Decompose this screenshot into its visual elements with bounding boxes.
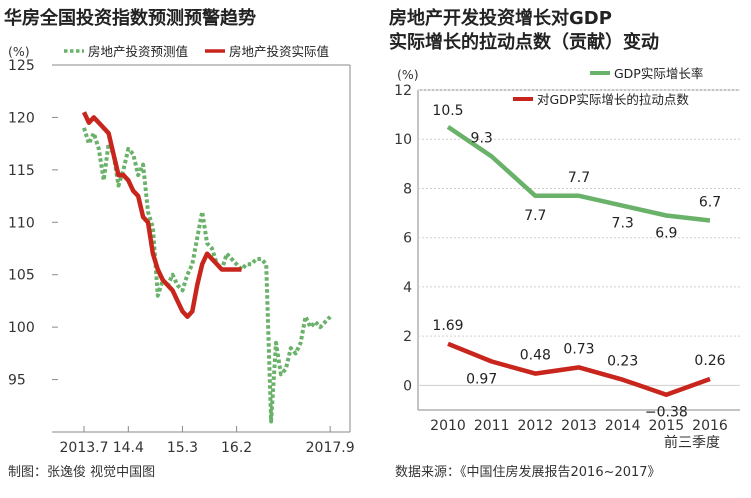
right-y-tick-label: 2: [403, 329, 412, 345]
right-contribution-data-label: 0.23: [607, 354, 638, 370]
right-x-tick-label: 2013: [561, 418, 597, 434]
left-chart-title: 华房全国投资指数预测预警趋势: [4, 7, 256, 29]
right-gdp-data-label: 7.3: [612, 216, 634, 232]
left-y-ticks: 95 100 105 110 115 120 125: [8, 58, 58, 389]
left-y-tick-label: 110: [8, 215, 35, 231]
right-legend: GDP实际增长率 对GDP实际增长的拉动点数: [513, 66, 703, 107]
right-x-tick-label: 2012: [518, 418, 554, 434]
right-contribution-data-label: 0.26: [694, 353, 725, 369]
left-y-tick-label: 95: [8, 373, 26, 389]
right-series-layer: 10.5 9.3 7.7 7.7 7.3 6.9 6.7 1.69 0.97 0.48 0.73 0.…: [432, 103, 725, 421]
left-legend: 房地产投资预测值 房地产投资实际值: [64, 44, 329, 59]
right-chart-title-line-1: 房地产开发投资增长对GDP: [389, 7, 612, 29]
left-x-tick-label: 16.2: [221, 440, 252, 456]
right-x-tick-label: 2011: [474, 418, 510, 434]
right-x-tick-label: 2016: [692, 418, 728, 434]
left-y-tick-label: 115: [8, 163, 35, 179]
right-y-ticks: 0 2 4 6 8 10 12: [394, 83, 740, 394]
right-x-tick-label: 2015: [649, 418, 685, 434]
right-legend-gdp-label: GDP实际增长率: [614, 66, 703, 81]
left-x-tick-label: 2017.9: [306, 440, 355, 456]
right-y-tick-label: 12: [394, 83, 412, 99]
left-y-tick-label: 125: [8, 58, 35, 74]
left-footer-credit: 制图：张逸俊 视觉中国图: [8, 465, 155, 480]
right-legend-contribution-label: 对GDP实际增长的拉动点数: [537, 92, 689, 107]
right-gdp-data-label: 6.9: [655, 226, 677, 242]
right-gdp-data-label: 9.3: [471, 130, 493, 146]
left-y-unit: (%): [8, 44, 30, 59]
left-series-predicted-line: [82, 127, 332, 424]
left-x-ticks: 2013.7 14.4 15.3 16.2 2017.9: [60, 426, 355, 456]
left-y-tick-label: 120: [8, 110, 35, 126]
right-chart: 房地产开发投资增长对GDP 实际增长的拉动点数（贡献）变动 (%) GDP实际增…: [389, 7, 740, 451]
left-y-tick-label: 100: [8, 320, 35, 336]
left-series-layer: [81, 111, 332, 424]
right-y-unit: (%): [397, 67, 419, 82]
left-x-tick-label: 15.3: [167, 440, 198, 456]
right-y-tick-label: 6: [403, 231, 412, 247]
left-legend-actual-label: 房地产投资实际值: [229, 44, 329, 59]
right-gdp-data-label: 6.7: [699, 194, 721, 210]
left-series-actual-line: [81, 111, 242, 319]
right-gdp-data-label: 7.7: [524, 208, 546, 224]
right-x-tick-label: 2014: [605, 418, 641, 434]
right-chart-title-line-2: 实际增长的拉动点数（贡献）变动: [389, 31, 659, 53]
right-contribution-data-label: −0.38: [645, 405, 688, 421]
right-contribution-data-label: 0.97: [466, 372, 497, 388]
right-x-tick-label: 2010: [430, 418, 466, 434]
right-contribution-data-label: 1.69: [432, 318, 463, 334]
left-y-tick-label: 105: [8, 268, 35, 284]
left-x-tick-label: 14.4: [113, 440, 144, 456]
right-y-tick-label: 10: [394, 132, 412, 148]
left-legend-predicted-label: 房地产投资预测值: [88, 44, 188, 59]
left-chart: 华房全国投资指数预测预警趋势 (%) 房地产投资预测值 房地产投资实际值 95 1…: [4, 7, 355, 456]
right-gdp-data-label: 10.5: [432, 103, 463, 119]
right-series-gdp-line: [446, 125, 711, 223]
right-x-note: 前三季度: [664, 434, 720, 451]
right-x-ticks: 2010 2011 2012 2013 2014 2015 2016: [430, 418, 728, 434]
right-footer-source: 数据来源：《中国住房发展报告2016~2017》: [395, 464, 661, 480]
right-contribution-data-label: 0.48: [520, 348, 551, 364]
right-y-tick-label: 8: [403, 181, 412, 197]
right-series-contribution-line: [447, 341, 711, 397]
right-gdp-data-label: 7.7: [568, 170, 590, 186]
right-y-tick-label: 0: [403, 378, 412, 394]
right-contribution-data-label: 0.73: [563, 341, 594, 357]
left-x-tick-label: 2013.7: [60, 440, 109, 456]
right-y-tick-label: 4: [403, 280, 412, 296]
